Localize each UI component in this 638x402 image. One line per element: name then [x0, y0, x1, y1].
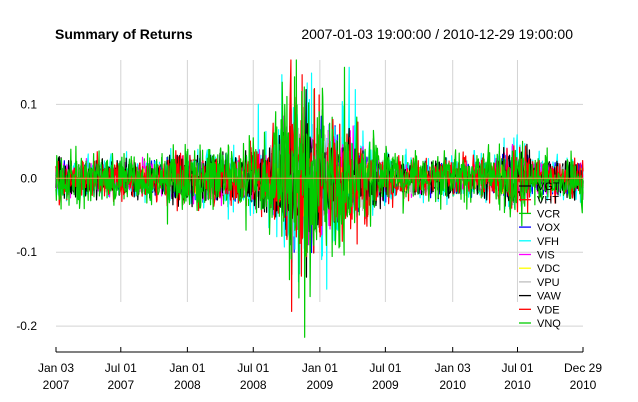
- y-tick-label: 0.1: [20, 97, 37, 111]
- x-tick-label: Jul 01: [105, 361, 137, 375]
- x-tick-year: 2010: [570, 378, 597, 392]
- x-tick-year: 2008: [240, 378, 267, 392]
- legend-label-vaw: VAW: [537, 291, 561, 303]
- legend-label-vht: VHT: [537, 195, 559, 207]
- x-tick-label: Jan 03: [38, 361, 74, 375]
- legend-label-vgt: VGT: [537, 181, 560, 193]
- x-tick-label: Jan 01: [169, 361, 205, 375]
- x-tick-label: Jan 03: [435, 361, 471, 375]
- legend-label-vox: VOX: [537, 222, 561, 234]
- x-tick-label: Dec 29: [564, 361, 602, 375]
- legend-label-vpu: VPU: [537, 277, 560, 289]
- legend-label-vis: VIS: [537, 250, 555, 262]
- x-tick-year: 2010: [504, 378, 531, 392]
- y-tick-label: -0.1: [16, 245, 37, 259]
- y-tick-label: 0.0: [20, 171, 37, 185]
- date-range-label: 2007-01-03 19:00:00 / 2010-12-29 19:00:0…: [301, 26, 573, 42]
- x-tick-year: 2010: [439, 378, 466, 392]
- x-tick-year: 2007: [107, 378, 134, 392]
- y-tick-label: -0.2: [16, 319, 37, 333]
- x-tick-label: Jul 01: [501, 361, 533, 375]
- x-tick-label: Jul 01: [369, 361, 401, 375]
- series-line-vnq: [55, 59, 584, 338]
- legend-label-vcr: VCR: [537, 208, 560, 220]
- x-tick-year: 2009: [307, 378, 334, 392]
- chart-title: Summary of Returns: [55, 26, 193, 42]
- axes: Jan 03 2007 Jul 01 2007 Jan 01 2008 Jul 01 2008…: [16, 97, 602, 392]
- x-tick-year: 2009: [372, 378, 399, 392]
- x-tick-label: Jul 01: [237, 361, 269, 375]
- series-lines: [55, 59, 584, 338]
- legend-label-vfh: VFH: [537, 236, 559, 248]
- legend-label-vnq: VNQ: [537, 318, 561, 330]
- x-tick-label: Jan 01: [302, 361, 338, 375]
- legend-label-vdc: VDC: [537, 263, 560, 275]
- x-tick-year: 2007: [43, 378, 70, 392]
- x-tick-year: 2008: [174, 378, 201, 392]
- legend-label-vde: VDE: [537, 304, 560, 316]
